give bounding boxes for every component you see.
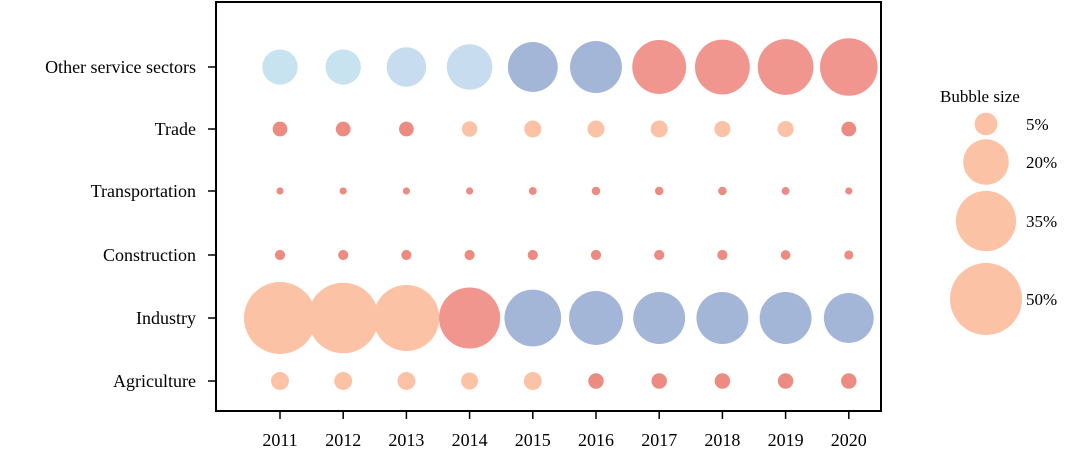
bubble-trade-2013 (399, 121, 414, 137)
bubble-construction-2015 (527, 249, 538, 261)
bubble-other-service-sectors-2019 (757, 39, 814, 95)
bubble-trade-2012 (335, 121, 351, 137)
bubble-industry-2018 (696, 292, 749, 344)
bubble-transportation-2019 (781, 187, 790, 195)
bubble-trade-2016 (587, 120, 605, 138)
bubble-transportation-2012 (339, 187, 347, 195)
legend-label-50: 50% (1026, 290, 1057, 309)
bubble-agriculture-2015 (523, 372, 542, 390)
bubble-agriculture-2016 (588, 373, 604, 389)
bubble-transportation-2016 (591, 186, 601, 196)
x-axis: 2011 2012 2013 2014 2015 2016 2017 2018 2019 2020 (262, 411, 867, 450)
bubble-industry-2013 (373, 285, 440, 351)
bubble-construction-2017 (654, 249, 665, 261)
bubble-industry-2019 (759, 292, 812, 344)
bubble-construction-2013 (401, 249, 412, 261)
bubble-agriculture-2020 (841, 373, 857, 389)
bubble-transportation-2017 (654, 186, 664, 196)
bubble-transportation-2013 (402, 187, 410, 195)
legend-label-20: 20% (1026, 153, 1057, 172)
x-tick-label-2014: 2014 (452, 430, 488, 450)
legend-bubble-35 (955, 190, 1017, 252)
bubble-industry-2017 (633, 292, 686, 344)
bubble-construction-2012 (338, 249, 349, 261)
legend-bubble-50 (950, 263, 1022, 335)
bubble-other-service-sectors-2018 (694, 39, 750, 95)
bubble-industry-2020 (823, 293, 874, 343)
legend-label-5: 5% (1026, 115, 1049, 134)
bubble-other-service-sectors-2014 (446, 44, 493, 90)
legend-label-35: 35% (1026, 212, 1057, 231)
legend-entries: 5% 20% 35% 50% (950, 112, 1057, 335)
bubble-agriculture-2018 (714, 373, 731, 389)
bubble-construction-2011 (274, 249, 286, 261)
x-tick-label-2015: 2015 (515, 430, 551, 450)
bubble-construction-2014 (464, 249, 475, 261)
y-tick-label-other-service-sectors: Other service sectors (45, 57, 196, 77)
bubble-trade-2014 (461, 121, 478, 137)
bubble-trade-2017 (650, 120, 668, 138)
x-tick-label-2012: 2012 (325, 430, 361, 450)
y-tick-label-transportation: Transportation (91, 181, 196, 201)
bubble-industry-2015 (504, 289, 562, 347)
legend-title: Bubble size (940, 87, 1020, 106)
legend: Bubble size 5% 20% 35% 50% (940, 87, 1057, 335)
bubble-layer (244, 38, 878, 390)
bubble-industry-2011 (244, 282, 316, 354)
y-tick-label-construction: Construction (103, 245, 196, 265)
y-axis: Agriculture Industry Construction Transport… (45, 57, 216, 391)
y-tick-label-trade: Trade (155, 119, 196, 139)
x-tick-label-2018: 2018 (704, 430, 740, 450)
bubble-other-service-sectors-2013 (386, 47, 427, 87)
x-tick-label-2011: 2011 (262, 430, 297, 450)
bubble-agriculture-2012 (334, 372, 353, 390)
bubble-transportation-2020 (845, 187, 853, 195)
bubble-agriculture-2017 (651, 373, 667, 389)
bubble-industry-2014 (439, 287, 501, 349)
x-tick-label-2017: 2017 (641, 430, 677, 450)
y-tick-label-industry: Industry (136, 308, 196, 328)
bubble-trade-2020 (841, 121, 857, 137)
x-tick-label-2020: 2020 (831, 430, 867, 450)
bubble-other-service-sectors-2017 (632, 40, 687, 94)
bubble-transportation-2015 (528, 187, 537, 195)
x-tick-label-2019: 2019 (768, 430, 804, 450)
bubble-trade-2018 (714, 120, 731, 138)
x-tick-label-2016: 2016 (578, 430, 614, 450)
bubble-construction-2020 (844, 250, 854, 260)
legend-bubble-5 (974, 112, 998, 136)
bubble-construction-2018 (717, 249, 728, 261)
x-tick-label-2013: 2013 (388, 430, 424, 450)
bubble-industry-2016 (569, 291, 623, 345)
bubble-agriculture-2019 (777, 373, 794, 389)
bubble-industry-2012 (307, 282, 379, 354)
plot-frame (215, 1, 882, 412)
bubble-trade-2011 (272, 121, 288, 137)
bubble-transportation-2018 (718, 186, 727, 196)
y-tick-label-agriculture: Agriculture (113, 371, 196, 391)
bubble-other-service-sectors-2011 (262, 49, 298, 85)
bubble-agriculture-2011 (271, 372, 289, 390)
bubble-other-service-sectors-2012 (325, 49, 361, 85)
bubble-construction-2016 (590, 249, 602, 261)
bubble-trade-2019 (777, 120, 794, 138)
bubble-transportation-2011 (276, 187, 284, 195)
bubble-agriculture-2013 (397, 372, 416, 390)
bubble-transportation-2014 (466, 187, 474, 195)
bubble-trade-2015 (524, 120, 542, 138)
bubble-construction-2019 (780, 250, 791, 260)
bubble-agriculture-2014 (461, 372, 479, 390)
bubble-other-service-sectors-2020 (820, 38, 878, 96)
bubble-other-service-sectors-2015 (507, 42, 558, 92)
bubble-other-service-sectors-2016 (570, 41, 622, 93)
legend-bubble-20 (963, 139, 1009, 185)
